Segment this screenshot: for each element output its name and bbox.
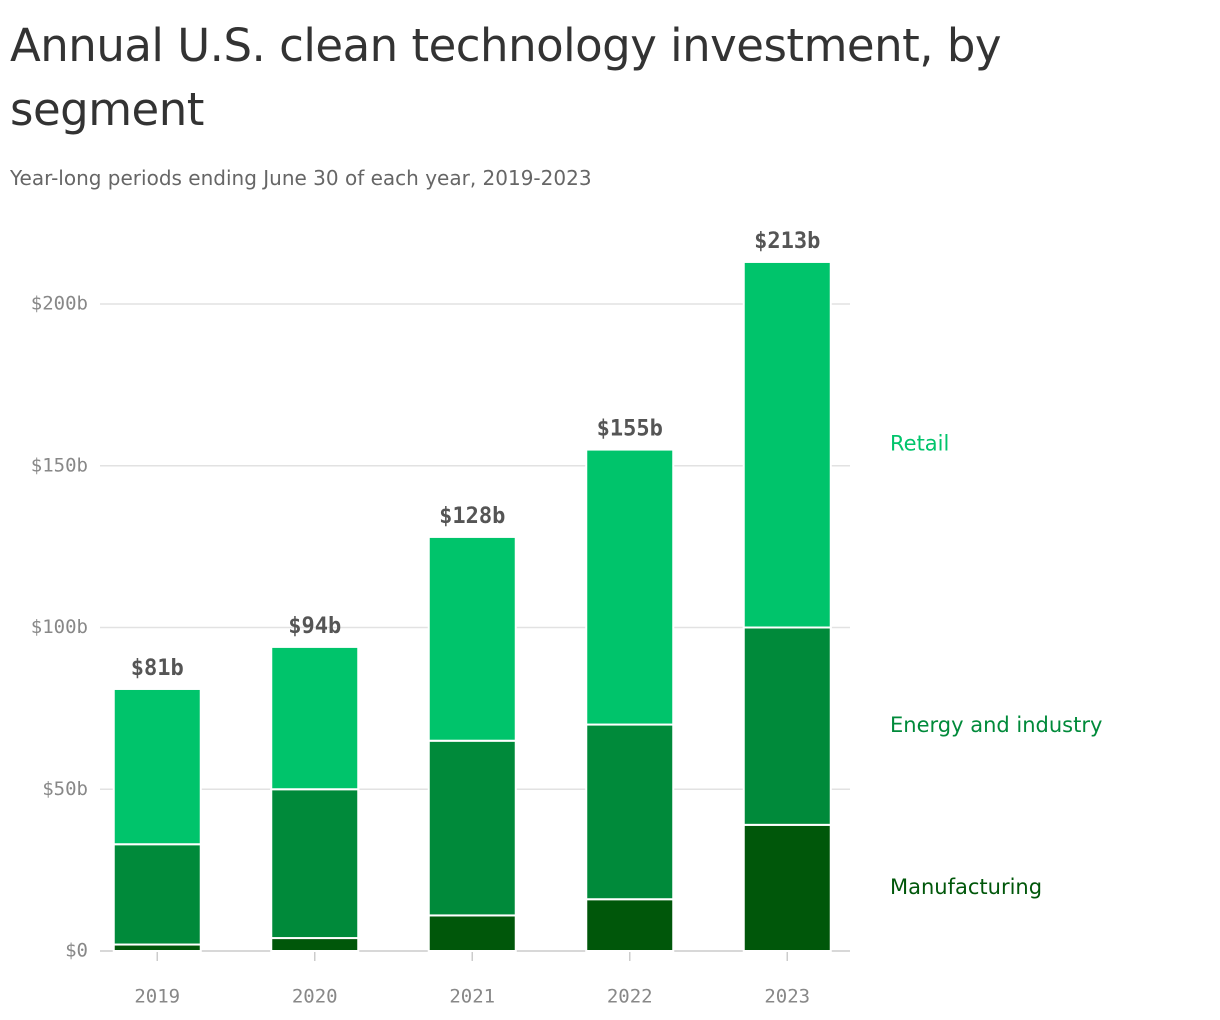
bar-segment — [112, 687, 202, 846]
chart-title: Annual U.S. clean technology investment,… — [10, 19, 1002, 136]
bar-segment — [742, 626, 832, 826]
x-tick-label: 2023 — [764, 986, 810, 1008]
x-tick-label: 2022 — [607, 986, 653, 1008]
bar-segment — [112, 843, 202, 946]
x-tick-label: 2021 — [449, 986, 495, 1008]
chart-subtitle: Year-long periods ending June 30 of each… — [10, 166, 592, 190]
bar-segment — [742, 260, 832, 629]
bar-segment — [427, 535, 517, 742]
y-tick-label: $150b — [31, 454, 88, 476]
bar-segment — [585, 898, 675, 952]
total-label: $128b — [439, 504, 505, 529]
y-tick-label: $50b — [42, 778, 88, 800]
y-tick-label: $100b — [31, 616, 88, 638]
bar-segment — [270, 937, 360, 952]
bar-segment — [270, 645, 360, 791]
total-label: $155b — [597, 417, 663, 442]
legend-label: Energy and industry — [890, 713, 1102, 737]
y-tick-label: $0 — [65, 940, 88, 962]
bar-segment — [270, 788, 360, 940]
bar-segment — [585, 723, 675, 901]
x-tick-label: 2020 — [292, 986, 338, 1008]
total-label: $94b — [288, 614, 341, 639]
bar-segment — [427, 739, 517, 917]
x-tick-label: 2019 — [134, 986, 180, 1008]
bar-segment — [585, 448, 675, 726]
legend-label: Retail — [890, 432, 949, 456]
total-label: $213b — [754, 229, 820, 254]
total-label: $81b — [131, 656, 184, 681]
bar-segment — [427, 914, 517, 952]
legend-label: Manufacturing — [890, 875, 1042, 899]
bar-segment — [742, 823, 832, 953]
y-tick-label: $200b — [31, 293, 88, 315]
